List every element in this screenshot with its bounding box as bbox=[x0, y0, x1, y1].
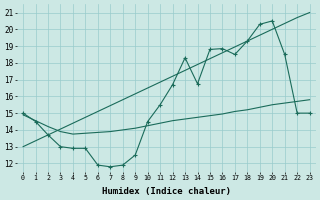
X-axis label: Humidex (Indice chaleur): Humidex (Indice chaleur) bbox=[102, 187, 231, 196]
